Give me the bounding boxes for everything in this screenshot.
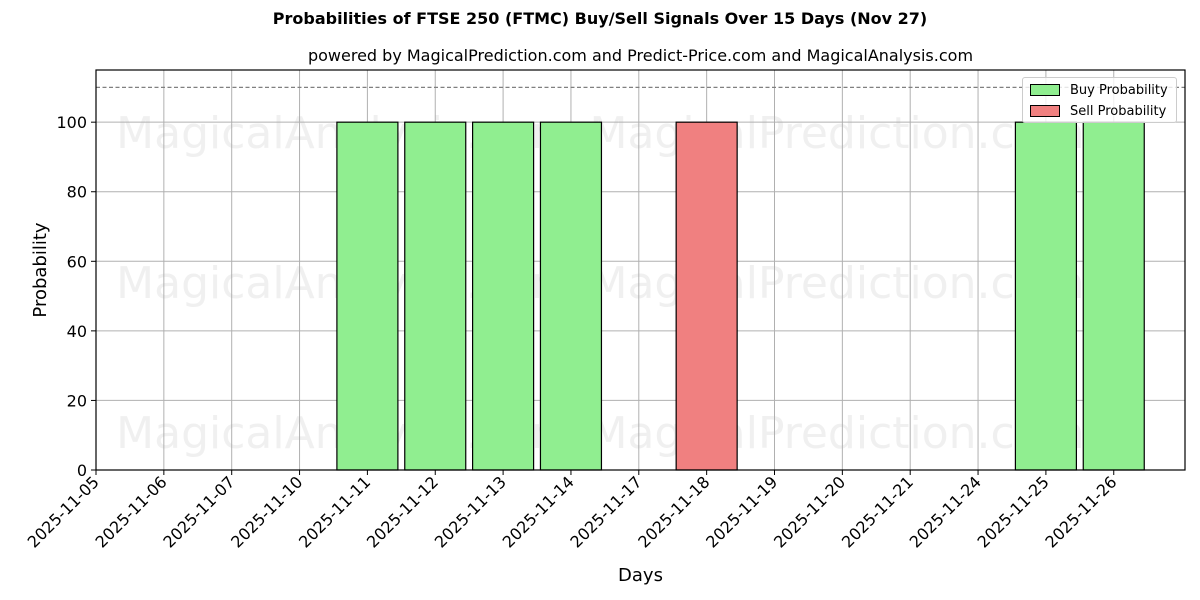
buy-bar [1082, 121, 1145, 471]
x-axis-label: Days [618, 565, 663, 586]
y-axis-label: Probability [30, 222, 51, 317]
y-tick-label: 100 [56, 113, 87, 132]
sell-swatch-icon [1030, 105, 1060, 117]
axes-frame [95, 69, 1186, 471]
y-tick-label: 0 [77, 461, 87, 480]
buy-bar [1014, 121, 1078, 471]
buy-bar [472, 121, 535, 471]
y-tick-label: 60 [67, 252, 87, 271]
sell-bar [675, 121, 738, 471]
legend: Buy Probability Sell Probability [1022, 77, 1177, 123]
buy-bar [336, 121, 399, 471]
x-tick-label: 2025-11-07 [159, 472, 238, 551]
chart-subtitle: powered by MagicalPrediction.com and Pre… [307, 46, 974, 65]
x-tick-label: 2025-11-20 [770, 472, 849, 551]
watermark: MagicalPrediction.com [590, 108, 1085, 159]
x-tick-label: 2025-11-06 [91, 472, 170, 551]
x-tick-label: 2025-11-05 [24, 472, 103, 551]
x-tick-label: 2025-11-19 [702, 472, 781, 551]
y-tick-label: 80 [67, 183, 87, 202]
x-tick-label: 2025-11-26 [1041, 472, 1120, 551]
legend-label-buy: Buy Probability [1070, 82, 1168, 98]
x-tick-label: 2025-11-25 [974, 472, 1053, 551]
x-tick-label: 2025-11-24 [906, 472, 985, 551]
watermark: MagicalPrediction.com [590, 408, 1085, 459]
x-tick-label: 2025-11-18 [634, 472, 713, 551]
x-tick-label: 2025-11-10 [227, 472, 306, 551]
x-tick-label: 2025-11-12 [363, 472, 442, 551]
buy-swatch-icon [1030, 84, 1060, 96]
watermark: MagicalPrediction.com [590, 258, 1085, 309]
x-tick-label: 2025-11-21 [838, 472, 917, 551]
x-tick-label: 2025-11-13 [431, 472, 510, 551]
chart-title: Probabilities of FTSE 250 (FTMC) Buy/Sel… [272, 9, 928, 28]
y-tick-label: 20 [67, 391, 87, 410]
x-tick-label: 2025-11-17 [566, 472, 645, 551]
y-tick-label: 40 [67, 322, 87, 341]
legend-item-sell: Sell Probability [1030, 103, 1167, 119]
legend-label-sell: Sell Probability [1070, 103, 1167, 119]
legend-item-buy: Buy Probability [1030, 82, 1168, 98]
x-tick-label: 2025-11-14 [499, 472, 578, 551]
buy-bar [539, 121, 603, 471]
x-tick-label: 2025-11-11 [295, 472, 374, 551]
buy-bar [404, 121, 467, 471]
